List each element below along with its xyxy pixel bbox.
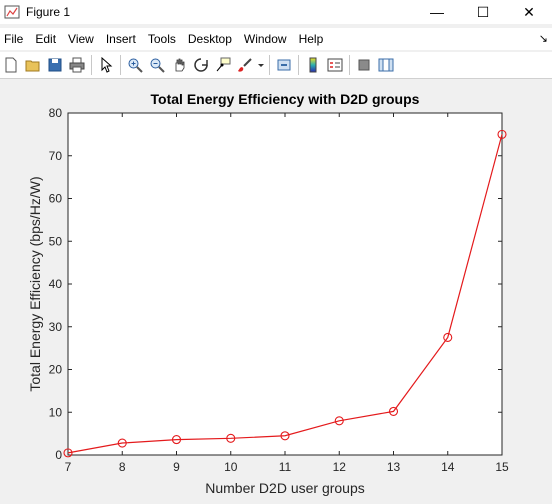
menu-insert[interactable]: Insert: [102, 32, 144, 46]
x-axis-label: Number D2D user groups: [205, 480, 365, 496]
data-cursor-icon[interactable]: [212, 54, 234, 76]
maximize-button[interactable]: ☐: [460, 0, 506, 24]
figure-toolbar: [0, 52, 552, 79]
x-tick-label: 11: [279, 460, 292, 474]
pan-icon[interactable]: [168, 54, 190, 76]
matlab-figure-icon: [4, 4, 20, 20]
y-tick-label: 0: [55, 448, 62, 462]
window-title: Figure 1: [26, 5, 70, 19]
close-button[interactable]: ✕: [506, 0, 552, 24]
link-plot-icon[interactable]: [273, 54, 295, 76]
x-tick-label: 7: [65, 460, 72, 474]
x-tick-label: 8: [119, 460, 126, 474]
line-chart[interactable]: Total Energy Efficiency with D2D groups …: [0, 79, 552, 499]
toolbar-separator: [349, 55, 350, 75]
title-bar: Figure 1 — ☐ ✕: [0, 0, 552, 24]
new-figure-icon[interactable]: [0, 54, 22, 76]
y-tick-label: 30: [49, 320, 63, 334]
toolbar-separator: [120, 55, 121, 75]
x-tick-label: 13: [387, 460, 401, 474]
menu-file[interactable]: File: [0, 32, 31, 46]
print-icon[interactable]: [66, 54, 88, 76]
chevron-down-icon[interactable]: [256, 54, 266, 76]
toolbar-separator: [269, 55, 270, 75]
minimize-button[interactable]: —: [414, 0, 460, 24]
save-icon[interactable]: [44, 54, 66, 76]
y-tick-label: 20: [49, 363, 63, 377]
hide-plot-tools-icon[interactable]: [353, 54, 375, 76]
x-tick-label: 15: [495, 460, 509, 474]
zoom-in-icon[interactable]: [124, 54, 146, 76]
y-tick-label: 60: [49, 192, 63, 206]
toolbar-separator: [298, 55, 299, 75]
show-plot-tools-icon[interactable]: [375, 54, 397, 76]
y-tick-label: 50: [49, 234, 63, 248]
y-tick-label: 40: [49, 277, 63, 291]
x-tick-label: 14: [441, 460, 455, 474]
menu-desktop[interactable]: Desktop: [184, 32, 240, 46]
menu-view[interactable]: View: [64, 32, 102, 46]
plot-area: [68, 113, 502, 455]
y-tick-label: 70: [49, 149, 63, 163]
x-tick-label: 10: [224, 460, 238, 474]
brush-icon[interactable]: [234, 54, 256, 76]
x-tick-label: 9: [173, 460, 180, 474]
open-file-icon[interactable]: [22, 54, 44, 76]
menu-window[interactable]: Window: [240, 32, 295, 46]
menu-edit[interactable]: Edit: [31, 32, 64, 46]
dock-figure-icon[interactable]: ↘: [539, 32, 548, 45]
colorbar-icon[interactable]: [302, 54, 324, 76]
x-tick-label: 12: [333, 460, 347, 474]
y-tick-label: 80: [49, 106, 63, 120]
toolbar-separator: [91, 55, 92, 75]
menu-bar: File Edit View Insert Tools Desktop Wind…: [0, 28, 552, 50]
y-tick-label: 10: [49, 405, 63, 419]
zoom-out-icon[interactable]: [146, 54, 168, 76]
menu-tools[interactable]: Tools: [144, 32, 184, 46]
pointer-icon[interactable]: [95, 54, 117, 76]
legend-icon[interactable]: [324, 54, 346, 76]
y-axis-label: Total Energy Efficiency (bps/Hz/W): [27, 176, 43, 391]
menu-help[interactable]: Help: [295, 32, 332, 46]
rotate-3d-icon[interactable]: [190, 54, 212, 76]
figure-canvas: Total Energy Efficiency with D2D groups …: [0, 79, 552, 499]
chart-title: Total Energy Efficiency with D2D groups: [151, 91, 420, 107]
